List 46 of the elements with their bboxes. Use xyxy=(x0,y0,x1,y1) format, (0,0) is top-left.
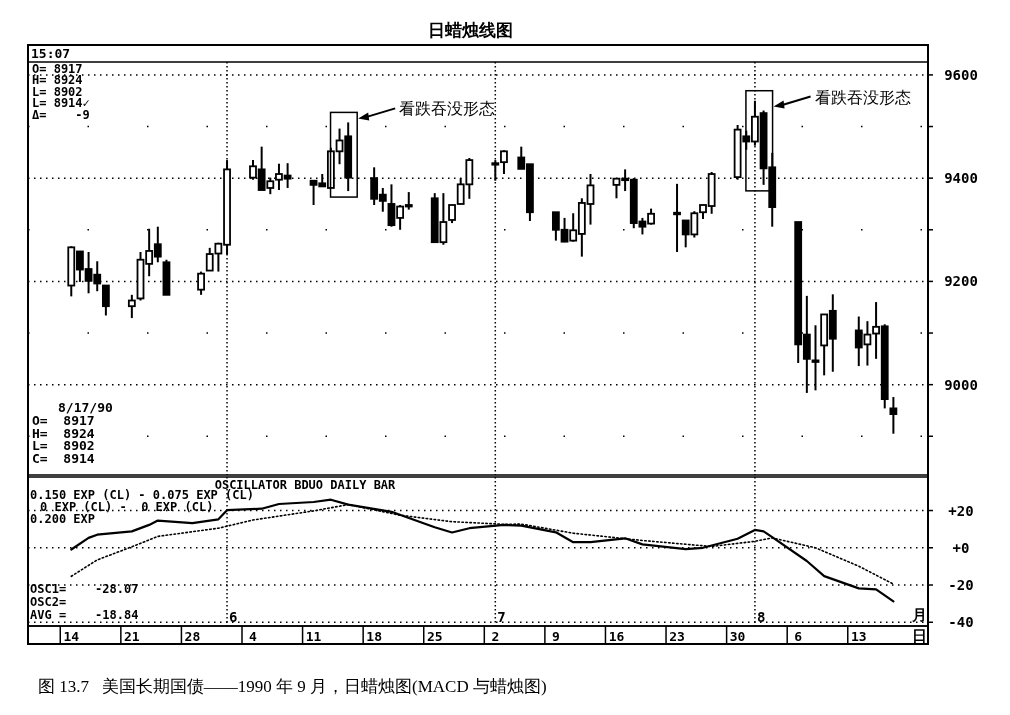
y-tick-label: +0 xyxy=(952,539,970,556)
x-tick-label: 18 xyxy=(366,629,383,644)
x-tick-label: 16 xyxy=(608,629,625,644)
x-tick-label: 4 xyxy=(249,629,258,644)
annotation: OSC2= xyxy=(30,595,67,609)
ref-line-label: 8 xyxy=(756,609,766,625)
annotation: 月 xyxy=(911,607,927,623)
annotation: 8/17/90 xyxy=(58,400,113,415)
text: 15:07 xyxy=(31,46,71,61)
text: 日 xyxy=(912,628,927,644)
y-tick-label: -20 xyxy=(948,577,974,594)
annotation: H= 8924 xyxy=(32,73,83,87)
x-tick-label: 6 xyxy=(794,629,803,644)
annotation: O= 8917 xyxy=(32,61,83,76)
x-tick-label: 13 xyxy=(850,629,867,644)
annotation: L= 8902 xyxy=(32,84,83,99)
annotation: C= 8914 xyxy=(32,451,95,467)
y-tick-label: 9200 xyxy=(944,273,978,290)
x-tick-label: 25 xyxy=(426,629,443,644)
y-tick-label: +20 xyxy=(948,502,974,519)
annotation: H= 8924 xyxy=(32,425,95,441)
annotation: AVG = -18.84 xyxy=(30,608,139,622)
y-tick-label: 9400 xyxy=(944,170,978,187)
x-tick-label: 23 xyxy=(669,629,685,644)
x-tick-label: 9 xyxy=(551,629,560,644)
ref-line-label: 7 xyxy=(497,609,506,625)
x-tick-label: 28 xyxy=(184,629,201,644)
annotation: 0.200 EXP xyxy=(30,512,96,526)
x-tick-label: 14 xyxy=(63,629,80,644)
y-tick-label: 9000 xyxy=(944,376,978,393)
annotation: OSC1= -28.07 xyxy=(30,582,139,596)
y-tick-label: 9600 xyxy=(944,66,978,83)
caption: 图 13.7 美国长期国债——1990 年 9 月，日蜡烛图(MACD 与蜡烛图) xyxy=(38,677,547,696)
ref-line-label: 6 xyxy=(229,609,238,625)
x-tick-label: 11 xyxy=(305,629,322,644)
annotation: 看跌吞没形态 xyxy=(814,88,911,106)
chart-title: 日蜡烛线图 xyxy=(427,21,513,40)
annotation: L= 8914✓ xyxy=(32,96,90,110)
x-tick-label: 30 xyxy=(729,629,746,644)
annotation: 看跌吞没形态 xyxy=(399,100,496,118)
x-tick-label: 21 xyxy=(124,629,140,644)
y-tick-label: -40 xyxy=(948,614,974,631)
x-tick-label: 2 xyxy=(491,629,500,644)
annotation: Δ= -9 xyxy=(32,107,90,122)
annotation: L= 8902 xyxy=(32,438,95,454)
annotation: 0 EXP (CL) - 0 EXP (CL) xyxy=(40,500,214,514)
